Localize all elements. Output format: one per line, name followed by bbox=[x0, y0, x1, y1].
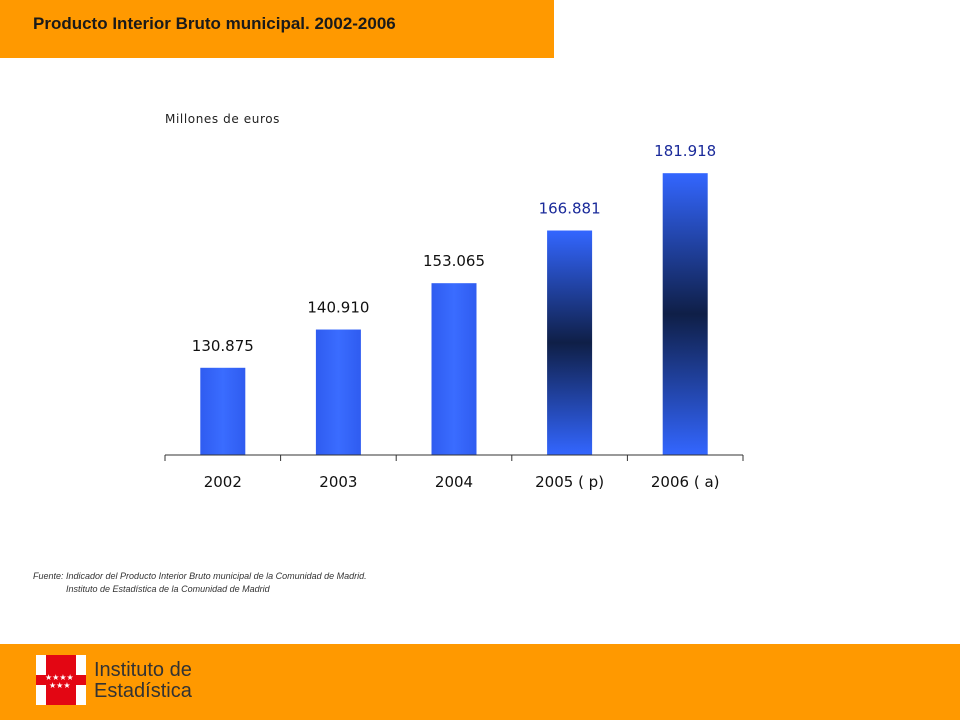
logo-line-2: Estadística bbox=[94, 680, 192, 702]
bar-2005-p bbox=[547, 230, 593, 455]
value-label: 140.910 bbox=[307, 299, 369, 317]
value-label: 153.065 bbox=[423, 252, 485, 270]
bar-2006-a bbox=[662, 173, 708, 455]
svg-text:★★★: ★★★ bbox=[49, 681, 71, 690]
bar-2003 bbox=[315, 329, 361, 455]
comunidad-de-madrid-stars-icon: ★★★★ ★★★ bbox=[36, 655, 86, 705]
header-bar: Producto Interior Bruto municipal. 2002-… bbox=[0, 0, 554, 58]
bar-2002 bbox=[200, 367, 246, 455]
source-line-2: Instituto de Estadística de la Comunidad… bbox=[66, 584, 270, 594]
logo-text: Instituto de Estadística bbox=[94, 660, 192, 702]
value-labels-group: 130.875 140.910 153.065 166.881 181.918 bbox=[192, 142, 716, 355]
value-label: 166.881 bbox=[539, 200, 601, 218]
x-tick-labels-group: 2002 2003 2004 2005 ( p) 2006 ( a) bbox=[204, 473, 720, 491]
x-axis bbox=[164, 454, 744, 461]
x-tick-label: 2004 bbox=[435, 473, 473, 491]
y-axis-unit-label: Millones de euros bbox=[165, 112, 281, 126]
institute-logo: ★★★★ ★★★ Instituto de Estadística bbox=[36, 655, 196, 707]
x-tick-label: 2006 ( a) bbox=[651, 473, 720, 491]
footer-bar bbox=[0, 644, 960, 720]
x-tick-label: 2003 bbox=[319, 473, 357, 491]
page-title: Producto Interior Bruto municipal. 2002-… bbox=[33, 14, 396, 33]
value-label: 130.875 bbox=[192, 337, 254, 355]
x-tick-label: 2002 bbox=[204, 473, 242, 491]
value-label: 181.918 bbox=[654, 142, 716, 160]
svg-text:★★★★: ★★★★ bbox=[45, 673, 74, 682]
bars-group bbox=[200, 173, 708, 455]
x-tick-label: 2005 ( p) bbox=[535, 473, 604, 491]
bar-2004 bbox=[431, 283, 477, 455]
logo-line-1: Instituto de bbox=[94, 659, 192, 681]
source-line-1: Fuente: Indicador del Producto Interior … bbox=[33, 571, 367, 581]
source-note: Fuente: Indicador del Producto Interior … bbox=[33, 570, 367, 596]
